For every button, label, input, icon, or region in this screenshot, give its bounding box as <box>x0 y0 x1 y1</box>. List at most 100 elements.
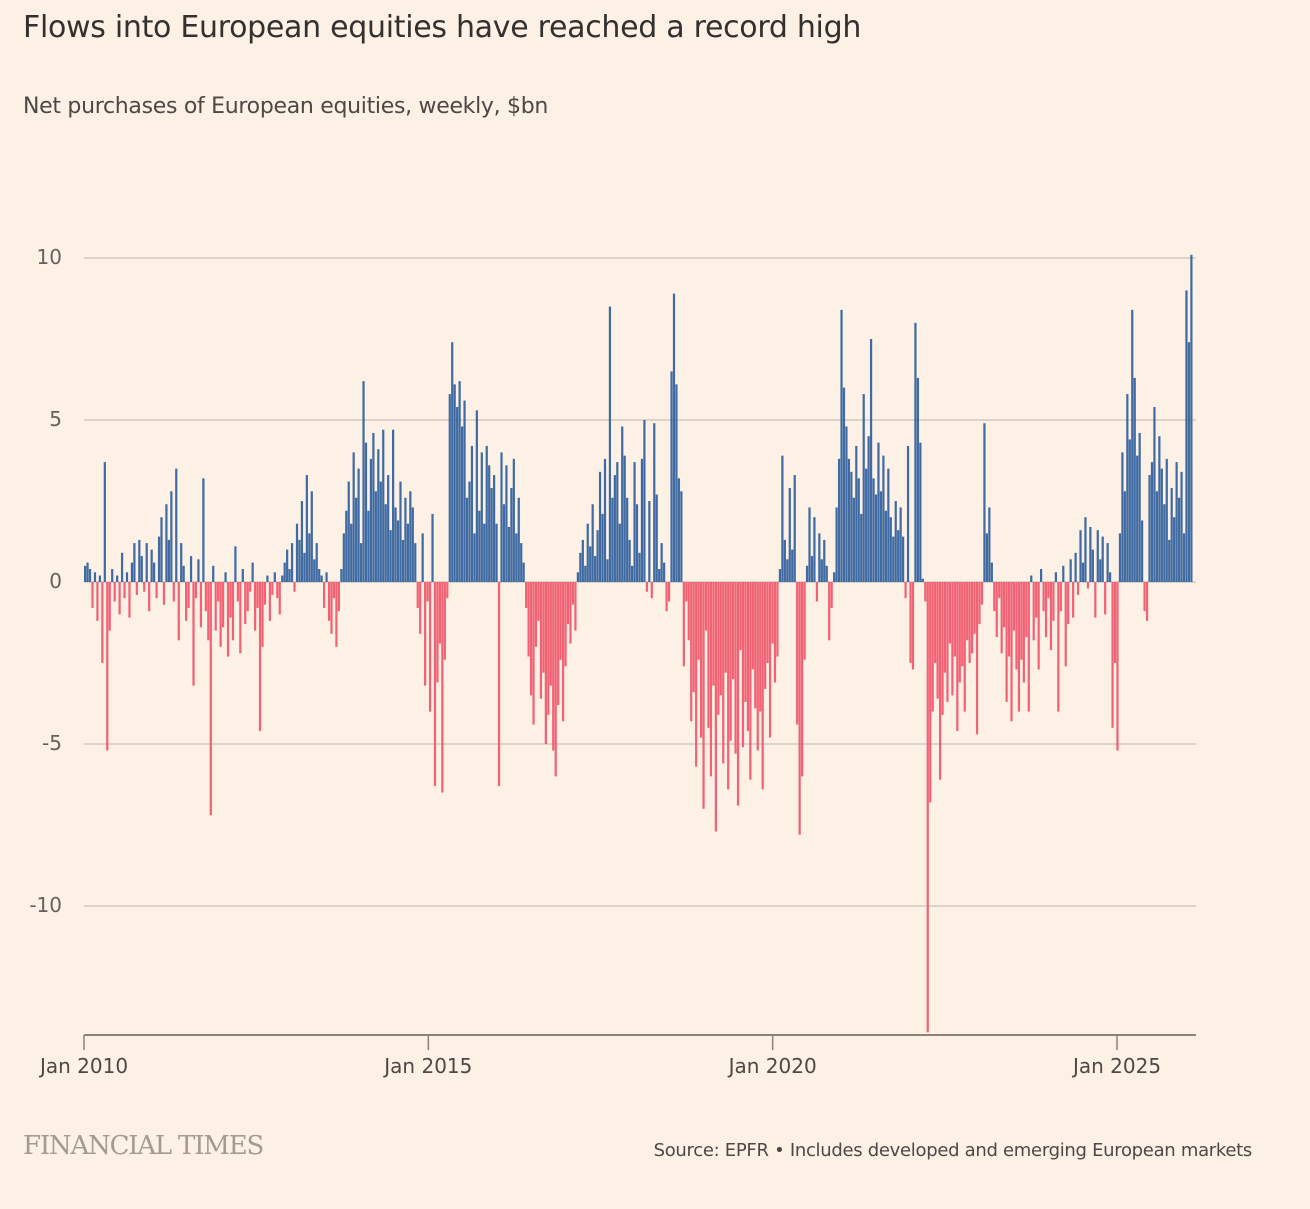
bar-negative <box>951 582 954 696</box>
bar-negative <box>569 582 572 644</box>
bar-negative <box>734 582 737 754</box>
bar-positive <box>638 552 641 582</box>
bar-negative <box>724 582 727 673</box>
bar-positive <box>643 420 646 582</box>
bar-positive <box>618 523 621 582</box>
bar-negative <box>1059 582 1062 612</box>
bar-positive <box>448 394 451 582</box>
bar-positive <box>1175 462 1178 582</box>
bar-negative <box>756 582 759 751</box>
bar-negative <box>1064 582 1067 667</box>
bar-positive <box>396 520 400 582</box>
bar-negative <box>714 582 717 832</box>
bar-positive <box>138 539 141 582</box>
bar-negative <box>685 582 688 602</box>
bar-positive <box>515 533 518 582</box>
bar-negative <box>938 582 942 780</box>
bar-negative <box>337 582 340 612</box>
bar-negative <box>771 582 774 644</box>
bar-negative <box>199 582 203 628</box>
bar-positive <box>1165 458 1168 582</box>
bar-negative <box>323 582 326 608</box>
bar-positive <box>300 501 304 582</box>
bar-negative <box>239 582 242 654</box>
bar-negative <box>695 582 698 767</box>
bar-positive <box>500 452 503 582</box>
bar-positive <box>406 523 409 582</box>
bar-positive <box>1155 491 1159 582</box>
bar-positive <box>288 569 291 582</box>
bar-negative <box>709 582 713 777</box>
bar-negative <box>682 582 685 667</box>
bar-positive <box>458 381 461 582</box>
bar-positive <box>273 572 276 582</box>
bar-positive <box>517 497 520 582</box>
bar-positive <box>145 543 148 582</box>
bar-negative <box>1052 582 1055 621</box>
bar-positive <box>409 491 412 582</box>
bar-positive <box>601 513 604 582</box>
bar-negative <box>699 582 703 738</box>
bar-positive <box>837 458 841 582</box>
bar-positive <box>1074 552 1077 582</box>
bar-positive <box>520 543 523 582</box>
bar-positive <box>1128 439 1131 582</box>
bar-negative <box>564 582 567 667</box>
bar-positive <box>623 455 626 582</box>
y-tick-label: 10 <box>36 245 62 269</box>
bar-positive <box>465 497 469 582</box>
bar-negative <box>135 582 138 595</box>
bar-negative <box>739 582 742 651</box>
bar-positive <box>1138 432 1141 582</box>
bar-negative <box>192 582 195 686</box>
bar-positive <box>884 510 887 582</box>
bar-negative <box>534 582 538 647</box>
bar-positive <box>1190 254 1193 582</box>
bar-negative <box>736 582 740 806</box>
bar-positive <box>431 513 434 582</box>
bar-positive <box>897 530 900 582</box>
bar-positive <box>315 543 318 582</box>
bar-negative <box>118 582 121 615</box>
bar-positive <box>355 497 358 582</box>
bar-negative <box>719 582 722 696</box>
bar-positive <box>833 572 836 582</box>
bar-positive <box>202 478 205 582</box>
bar-negative <box>707 582 710 728</box>
bar-negative <box>101 582 104 663</box>
bar-negative <box>1032 582 1035 641</box>
bar-positive <box>152 562 156 582</box>
bar-positive <box>298 539 301 582</box>
bar-negative <box>446 582 449 599</box>
bar-positive <box>633 462 636 582</box>
bar-positive <box>640 458 644 582</box>
bar-positive <box>865 468 868 582</box>
bar-negative <box>722 582 725 764</box>
bar-negative <box>1111 582 1114 728</box>
bar-positive <box>596 530 599 582</box>
bar-positive <box>372 432 375 582</box>
bar-negative <box>271 582 274 595</box>
bar-negative <box>759 582 762 712</box>
bar-negative <box>904 582 907 599</box>
bar-positive <box>352 452 355 582</box>
bar-positive <box>98 575 101 582</box>
bar-positive <box>840 309 843 582</box>
bar-positive <box>855 445 858 582</box>
bar-positive <box>810 556 814 582</box>
bar-positive <box>1182 533 1186 582</box>
bar-positive <box>889 517 892 582</box>
bar-negative <box>1042 582 1045 612</box>
y-tick-label: -5 <box>42 731 62 755</box>
bar-negative <box>961 582 964 667</box>
bar-negative <box>214 582 217 631</box>
bar-positive <box>1091 549 1094 582</box>
bar-positive <box>86 562 89 582</box>
bar-positive <box>170 491 173 582</box>
bar-positive <box>347 481 350 582</box>
bar-negative <box>956 582 959 732</box>
y-tick-label: 0 <box>49 569 62 593</box>
bar-positive <box>456 407 459 582</box>
bar-negative <box>204 582 207 612</box>
bar-negative <box>1086 582 1090 589</box>
